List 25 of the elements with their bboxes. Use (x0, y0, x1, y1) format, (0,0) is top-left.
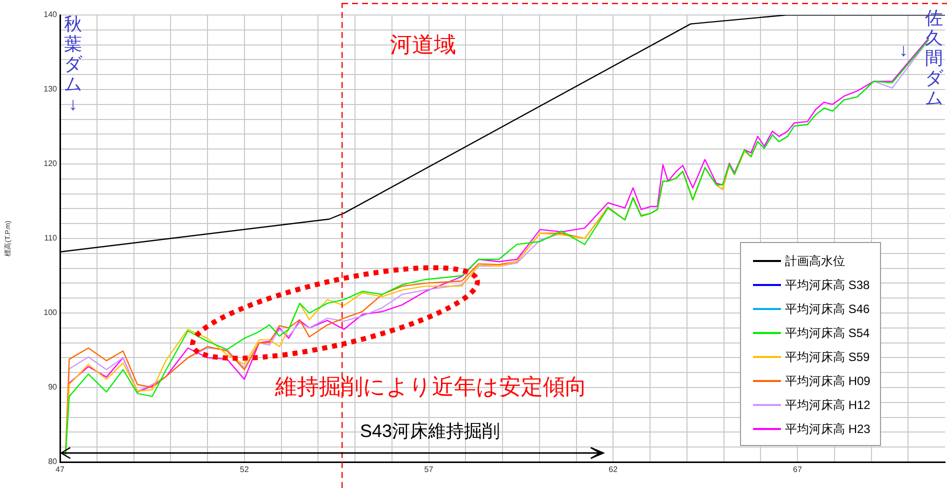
x-tick-label: 67 (793, 465, 802, 474)
legend-label: 平均河床高 S59 (785, 348, 870, 366)
y-tick-label: 110 (44, 234, 58, 243)
y-tick-label: 80 (48, 457, 58, 466)
legend-label: 平均河床高 S54 (785, 324, 870, 342)
legend-label: 平均河床高 H09 (785, 372, 870, 390)
annotation: ↓ (899, 40, 908, 61)
y-tick-label: 140 (44, 10, 58, 20)
legend-label: 平均河床高 S38 (785, 276, 870, 294)
annotation: 秋葉ダム↓ (63, 14, 83, 114)
y-tick-label: 90 (48, 382, 58, 392)
annotation: S43河床維持掘削 (360, 420, 500, 443)
legend-label: 平均河床高 S46 (785, 300, 870, 318)
x-tick-label: 52 (240, 465, 250, 474)
legend-label: 平均河床高 H23 (785, 420, 870, 438)
x-tick-label: 47 (56, 465, 65, 474)
x-tick-label: 57 (424, 465, 434, 474)
y-tick-label: 130 (44, 84, 58, 94)
legend-label: 計画高水位 (785, 252, 845, 270)
legend-label: 平均河床高 H12 (785, 396, 870, 414)
y-tick-label: 100 (44, 308, 58, 318)
annotation: 河道域 (390, 31, 456, 59)
x-tick-label: 62 (608, 465, 618, 474)
annotation: 維持掘削により近年は安定傾向 (275, 373, 587, 401)
y-tick-label: 120 (44, 159, 58, 168)
